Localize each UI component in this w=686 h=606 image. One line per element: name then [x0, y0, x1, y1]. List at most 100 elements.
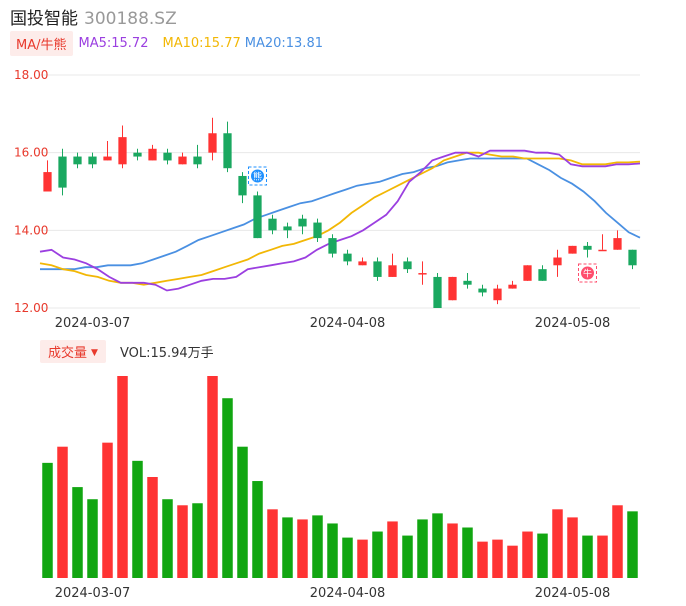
volume-legend: 成交量 ▼ VOL:15.94万手 — [40, 339, 214, 363]
candle-body — [598, 249, 607, 252]
bull-badge-icon — [581, 266, 594, 280]
candle-body — [73, 156, 82, 165]
volume-bar — [627, 511, 638, 578]
bull-badge: 牛 — [578, 263, 597, 283]
candle-body — [193, 156, 202, 165]
candle-body — [523, 265, 532, 281]
candle — [133, 148, 142, 161]
candle — [568, 245, 577, 254]
volume-bar — [252, 481, 263, 578]
candle-body — [148, 148, 157, 161]
volume-bar — [522, 531, 533, 578]
ma5-line — [39, 149, 641, 292]
volume-bar — [192, 503, 203, 578]
stock-name: 国投智能 — [10, 9, 78, 29]
volume-bar — [372, 531, 383, 578]
candle-body — [283, 226, 292, 231]
candle — [448, 276, 457, 301]
candle — [388, 253, 397, 277]
y-tick-label: 16.00 — [14, 146, 48, 160]
volume-bar — [567, 517, 578, 578]
candle-body — [373, 261, 382, 277]
volume-bar — [282, 517, 293, 578]
ma-toggle-button[interactable]: MA/牛熊 — [10, 30, 73, 56]
volume-value: VOL:15.94万手 — [119, 345, 214, 361]
candle-body — [628, 249, 637, 266]
volume-bar — [492, 539, 503, 578]
volume-bar — [387, 521, 398, 578]
volume-indicator-button[interactable]: 成交量 ▼ — [40, 339, 106, 363]
candle-body — [433, 276, 442, 308]
candle-body — [328, 238, 337, 254]
volume-bar — [237, 446, 248, 578]
volume-bar — [132, 460, 143, 578]
candle — [403, 257, 412, 274]
volume-bar — [432, 513, 443, 578]
volume-bar — [42, 462, 53, 578]
volume-bar — [297, 519, 308, 578]
candle-body — [253, 195, 262, 239]
candle-body — [463, 280, 472, 285]
candle — [298, 214, 307, 235]
volume-bar — [462, 527, 473, 578]
candle — [553, 249, 562, 277]
candle-body — [208, 133, 217, 153]
bear-badge: 熊 — [248, 166, 267, 186]
candle-body — [553, 257, 562, 266]
bull-badge-label: 牛 — [583, 268, 592, 280]
candle — [193, 144, 202, 169]
candle — [103, 141, 112, 161]
candle-body — [403, 261, 412, 270]
candle-body — [163, 152, 172, 161]
candle-body — [298, 218, 307, 227]
x-tick-label: 2024-05-08 — [535, 316, 611, 331]
candle-body — [343, 253, 352, 262]
candle-body — [118, 137, 127, 165]
bear-badge-label: 熊 — [253, 170, 262, 182]
volume-bar — [552, 509, 563, 578]
ma10-label: MA10:15.77 — [162, 35, 241, 51]
candle — [43, 160, 52, 192]
candle-body — [508, 284, 517, 289]
x-tick-label: 2024-03-07 — [55, 586, 131, 601]
candle-body — [448, 276, 457, 301]
x-tick-label: 2024-03-07 — [55, 316, 131, 331]
ma-lines — [39, 149, 641, 292]
x-tick-label: 2024-05-08 — [535, 586, 611, 601]
price-x-axis: 2024-03-07 2024-04-08 2024-05-08 — [55, 316, 611, 331]
volume-x-axis: 2024-03-07 2024-04-08 2024-05-08 — [55, 586, 611, 601]
candle-body — [313, 222, 322, 239]
bear-badge-icon — [251, 169, 264, 183]
candle — [223, 121, 232, 173]
volume-bars — [42, 376, 638, 578]
candle — [178, 152, 187, 165]
volume-bar — [327, 523, 338, 578]
candle — [463, 273, 472, 289]
volume-bar — [207, 376, 218, 578]
volume-bar — [162, 499, 173, 578]
candle-body — [178, 156, 187, 165]
y-tick-label: 12.00 — [14, 301, 48, 315]
stock-title: 国投智能 300188.SZ — [10, 4, 177, 29]
candle — [328, 234, 337, 258]
volume-bar — [447, 523, 458, 578]
stock-code: 300188.SZ — [84, 9, 177, 29]
candle-body — [223, 133, 232, 169]
ma-legend: MA/牛熊 MA5:15.72 MA10:15.77 MA20:13.81 — [10, 30, 327, 56]
candle — [238, 172, 247, 204]
volume-bar — [402, 535, 413, 578]
candle — [283, 222, 292, 239]
volume-bar — [597, 535, 608, 578]
candlesticks — [43, 117, 637, 308]
candle-body — [388, 265, 397, 277]
candle — [73, 152, 82, 169]
volume-bar — [102, 442, 113, 578]
volume-bar — [267, 509, 278, 578]
bull-badge-frame — [578, 263, 597, 283]
candle — [613, 230, 622, 250]
candle-body — [238, 175, 247, 196]
x-tick-label: 2024-04-08 — [310, 586, 386, 601]
candle — [598, 234, 607, 252]
ma5-label: MA5:15.72 — [78, 35, 149, 51]
